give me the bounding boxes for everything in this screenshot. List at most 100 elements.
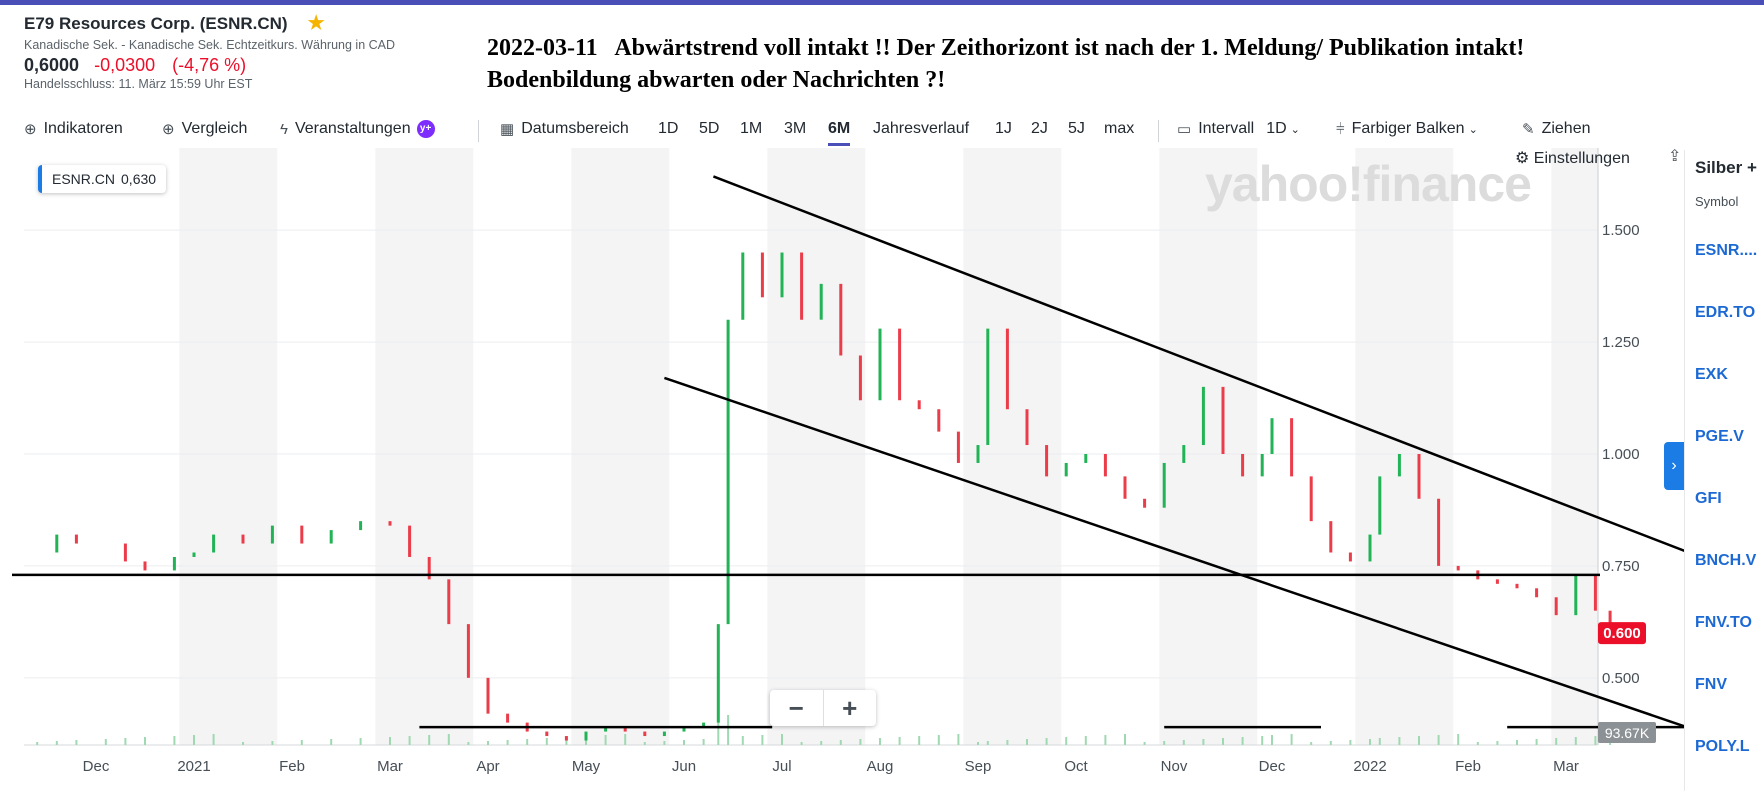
month-band	[179, 148, 278, 745]
settings-label: Einstellungen	[1533, 150, 1630, 167]
events-button[interactable]: ϟ Veranstaltungen y+	[280, 120, 435, 138]
y-tick-label: 1.500	[1602, 222, 1640, 239]
bar-type-button[interactable]: ⫩ Farbiger Balken ⌄	[1336, 120, 1478, 138]
volume-bar	[526, 739, 529, 745]
volume-bar	[1476, 742, 1479, 745]
price-change-pct: (-4,76 %)	[172, 55, 247, 75]
volume-bar	[1310, 742, 1313, 745]
chart-toolbar: ⊕ Indikatoren ⊕ Vergleich ϟ Veranstaltungen…	[0, 112, 1764, 148]
month-band	[1355, 148, 1454, 745]
volume-bar	[1222, 738, 1224, 745]
draw-button[interactable]: ✎ Ziehen	[1522, 120, 1591, 138]
watchlist-item[interactable]: PGE.V	[1695, 428, 1744, 445]
zoom-out-button[interactable]: −	[770, 690, 824, 726]
x-tick-label: Dec	[1259, 758, 1286, 775]
range-1m[interactable]: 1M	[740, 120, 763, 137]
x-tick-label: 2022	[1353, 758, 1386, 775]
exchange-info: Kanadische Sek. - Kanadische Sek. Echtze…	[24, 38, 396, 52]
watchlist-panel: Silber + Symbol ESNR.... EDR.TO EXK PGE.…	[1684, 150, 1764, 791]
watchlist-item[interactable]: EXK	[1695, 366, 1728, 383]
compare-button[interactable]: ⊕ Vergleich	[162, 120, 247, 138]
star-icon[interactable]: ★	[307, 13, 325, 34]
volume-bar	[300, 740, 303, 745]
volume-bar	[918, 736, 921, 745]
chevron-down-icon: ⌄	[1468, 123, 1478, 136]
watchlist-item[interactable]: EDR.TO	[1695, 304, 1756, 321]
candle-bars-icon: ⫩	[1336, 120, 1345, 138]
x-tick-label: Apr	[476, 758, 499, 775]
volume-bar	[879, 738, 881, 745]
volume-bar	[1535, 739, 1538, 745]
x-tick-label: Dec	[83, 758, 110, 775]
range-1y[interactable]: 1J	[995, 120, 1012, 137]
volume-bar	[702, 739, 705, 745]
ruler-icon: ▭	[1177, 121, 1192, 138]
x-tick-label: Mar	[1553, 758, 1579, 775]
date-range-label: Datumsbereich	[521, 120, 629, 137]
volume-tag	[1598, 722, 1656, 743]
watchlist-item[interactable]: ESNR....	[1695, 242, 1758, 259]
interval-button[interactable]: ▭ Intervall 1D ⌄	[1177, 120, 1300, 138]
volume-bar	[1290, 734, 1293, 745]
watchlist-item[interactable]: POLY.L	[1695, 738, 1750, 755]
quote-title-row: E79 Resources Corp. (ESNR.CN) ★	[24, 12, 395, 35]
settings-button[interactable]: ⚙ Einstellungen	[1515, 148, 1630, 168]
volume-bar	[124, 738, 127, 745]
volume-bar	[467, 742, 470, 745]
volume-bar	[663, 741, 666, 745]
range-1d[interactable]: 1D	[658, 120, 679, 137]
volume-bar	[1241, 737, 1244, 745]
zoom-in-button[interactable]: +	[842, 693, 858, 723]
range-2y[interactable]: 2J	[1031, 120, 1048, 137]
volume-bar	[1026, 739, 1028, 745]
channel-upper-line	[712, 175, 1764, 583]
pencil-icon: ✎	[1522, 121, 1535, 138]
volume-bar	[859, 739, 862, 745]
volume-bar	[144, 737, 146, 745]
volume-bar	[1006, 740, 1009, 745]
volume-bar	[545, 738, 548, 745]
volume-bar	[487, 741, 489, 745]
x-tick-label: Jul	[772, 758, 791, 775]
volume-bar	[1329, 741, 1332, 745]
headline-line-1: 2022-03-11 Abwärtstrend voll intakt !! D…	[487, 35, 1525, 61]
channel-lower-line	[663, 376, 1753, 751]
x-tick-label: Aug	[867, 758, 894, 775]
watchlist-item[interactable]: GFI	[1695, 490, 1722, 507]
draw-label: Ziehen	[1541, 120, 1591, 137]
date-range-button[interactable]: ▦ Datumsbereich	[500, 120, 629, 138]
lightning-icon: ϟ	[280, 120, 288, 138]
calendar-icon: ▦	[500, 121, 515, 138]
watchlist-item[interactable]: FNV.TO	[1695, 614, 1752, 631]
share-icon[interactable]: ⇪	[1668, 148, 1682, 165]
interval-value: 1D	[1266, 120, 1287, 137]
volume-bar	[212, 734, 215, 745]
volume-bar	[800, 742, 803, 745]
range-3m[interactable]: 3M	[784, 120, 807, 137]
volume-bar	[1369, 739, 1371, 745]
expand-panel-button[interactable]: ›	[1664, 442, 1684, 490]
range-5d[interactable]: 5D	[699, 120, 720, 137]
toolbar-divider	[478, 120, 479, 142]
volume-bar	[104, 739, 107, 745]
month-band	[1159, 148, 1258, 745]
volume-bar	[937, 735, 940, 745]
month-band	[1551, 148, 1598, 745]
watchlist-item[interactable]: FNV	[1695, 676, 1727, 693]
volume-bar	[173, 736, 176, 745]
watchlist-item[interactable]: BNCH.V	[1695, 552, 1757, 569]
y-tick-label: 1.000	[1602, 446, 1640, 463]
volume-bar	[330, 739, 333, 745]
indicators-button[interactable]: ⊕ Indikatoren	[24, 120, 123, 138]
range-5y[interactable]: 5J	[1068, 120, 1085, 137]
volume-bar	[741, 736, 744, 745]
top-accent-bar	[0, 0, 1764, 5]
range-ytd[interactable]: Jahresverlauf	[873, 120, 970, 137]
volume-bar	[1457, 734, 1460, 745]
range-6m[interactable]: 6M	[828, 120, 851, 146]
volume-bar	[565, 737, 568, 745]
indicators-label: Indikatoren	[43, 120, 123, 137]
range-max[interactable]: max	[1104, 120, 1135, 137]
volume-bar	[1378, 738, 1381, 745]
